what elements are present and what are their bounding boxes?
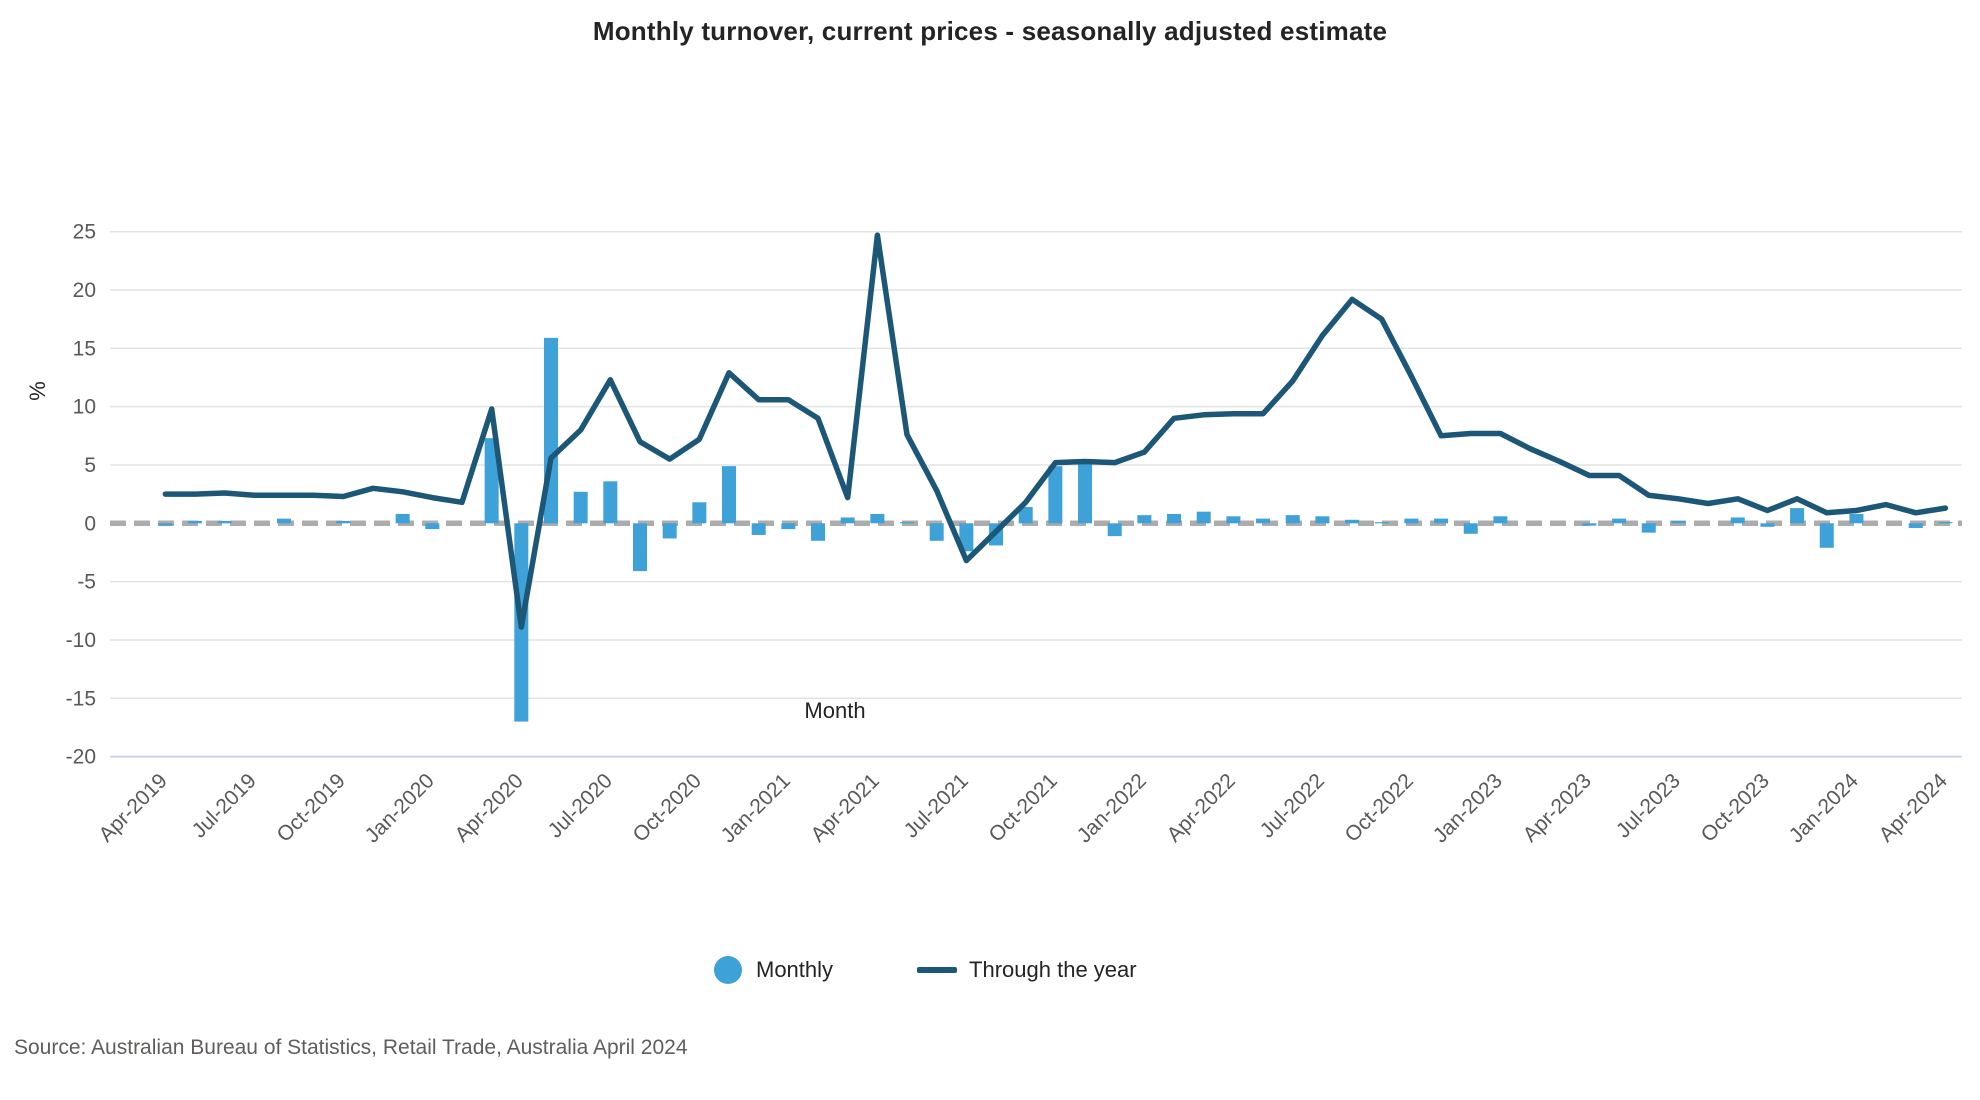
through-the-year-series-swatch-icon	[917, 967, 958, 973]
bar-Jun-2023[interactable]	[1641, 523, 1656, 533]
y-tick-label: -10	[66, 629, 96, 652]
x-tick-label: Oct-2023	[1697, 769, 1774, 846]
bar-May-2023[interactable]	[1612, 518, 1627, 524]
bar-Aug-2022[interactable]	[1345, 519, 1360, 524]
bar-Jan-2023[interactable]	[1493, 516, 1508, 524]
bar-Jun-2021[interactable]	[929, 523, 944, 541]
bar-May-2022[interactable]	[1256, 518, 1271, 524]
bar-Nov-2021[interactable]	[1078, 463, 1093, 524]
x-tick-label: Jul-2023	[1612, 769, 1685, 842]
bar-Feb-2021[interactable]	[811, 523, 826, 541]
x-tick-label: Oct-2019	[272, 769, 349, 846]
legend-item-through-the-year[interactable]: Through the year	[917, 957, 1137, 983]
x-tick-label: Apr-2021	[807, 769, 884, 846]
bar-Oct-2022[interactable]	[1404, 518, 1419, 524]
bar-Apr-2024[interactable]	[1938, 522, 1953, 524]
bar-Jul-2020[interactable]	[603, 481, 618, 524]
bar-Nov-2023[interactable]	[1790, 508, 1805, 524]
bar-Jan-2024[interactable]	[1849, 513, 1864, 524]
x-tick-label: Jul-2021	[900, 769, 973, 842]
gridlines	[110, 230, 1962, 758]
y-tick-label: -20	[66, 746, 96, 769]
x-tick-label: Jan-2021	[717, 769, 795, 847]
through-the-year-line[interactable]	[162, 232, 1949, 630]
bar-Oct-2021[interactable]	[1048, 466, 1063, 524]
x-tick-label: Jul-2019	[188, 769, 261, 842]
x-tick-label: Jan-2020	[361, 769, 439, 847]
bar-Oct-2020[interactable]	[692, 502, 707, 524]
bar-Sep-2020[interactable]	[662, 523, 677, 539]
bar-Aug-2019[interactable]	[276, 518, 291, 524]
x-tick-label: Apr-2023	[1519, 769, 1596, 846]
bar-Dec-2022[interactable]	[1463, 523, 1478, 534]
y-tick-label: 5	[84, 454, 96, 477]
x-tick-label: Jul-2022	[1256, 769, 1329, 842]
bar-Apr-2022[interactable]	[1226, 516, 1241, 524]
bar-Dec-2020[interactable]	[751, 523, 766, 535]
bar-May-2021[interactable]	[900, 522, 915, 524]
bar-Dec-2023[interactable]	[1819, 523, 1834, 548]
bar-Aug-2020[interactable]	[633, 523, 648, 572]
bar-Jan-2021[interactable]	[781, 523, 796, 530]
bar-May-2019[interactable]	[187, 520, 202, 524]
bar-Jun-2019[interactable]	[217, 520, 232, 524]
bar-Sep-2021[interactable]	[1018, 506, 1033, 524]
bar-Mar-2022[interactable]	[1196, 511, 1211, 524]
x-tick-label: Jan-2024	[1785, 769, 1863, 847]
source-note: Source: Australian Bureau of Statistics,…	[14, 1036, 688, 1059]
bar-Oct-2023[interactable]	[1760, 523, 1775, 527]
bar-Jan-2020[interactable]	[425, 523, 440, 530]
bar-Mar-2021[interactable]	[840, 517, 855, 524]
x-tick-label: Apr-2024	[1875, 769, 1953, 847]
bar-Dec-2019[interactable]	[395, 513, 410, 524]
monthly-bars	[158, 337, 1953, 722]
y-axis-title: %	[25, 381, 50, 401]
bar-Sep-2023[interactable]	[1730, 517, 1745, 524]
bar-Feb-2022[interactable]	[1167, 513, 1182, 524]
x-tick-label: Oct-2021	[985, 769, 1062, 846]
legend: Monthly Through the year	[714, 956, 1137, 984]
bar-Jun-2020[interactable]	[573, 491, 588, 524]
y-tick-label: -15	[66, 687, 96, 710]
bar-Apr-2019[interactable]	[158, 523, 173, 526]
bar-Sep-2022[interactable]	[1374, 522, 1389, 524]
bar-Apr-2021[interactable]	[870, 513, 885, 524]
x-tick-label: Oct-2022	[1341, 769, 1418, 846]
legend-label-through-the-year: Through the year	[969, 957, 1137, 982]
y-tick-label: -5	[77, 571, 96, 594]
bar-Apr-2023[interactable]	[1582, 523, 1597, 526]
y-tick-label: 20	[73, 279, 96, 302]
x-tick-label: Apr-2020	[451, 769, 528, 846]
bar-Jul-2023[interactable]	[1671, 520, 1686, 524]
chart-title: Monthly turnover, current prices - seaso…	[592, 16, 1388, 46]
bar-Jul-2021[interactable]	[959, 523, 974, 552]
y-tick-label: 15	[73, 337, 96, 360]
bar-Oct-2019[interactable]	[336, 520, 351, 524]
y-tick-label: 25	[73, 221, 96, 244]
x-tick-label: Oct-2020	[629, 769, 706, 846]
x-tick-label: Jan-2022	[1073, 769, 1151, 847]
bar-Jan-2022[interactable]	[1137, 515, 1152, 524]
x-tick-label: Jul-2020	[544, 769, 617, 842]
legend-item-monthly[interactable]: Monthly	[714, 956, 833, 984]
y-axis-tick-labels: 25 20 15 10 5 0 -5 -10 -15 -20	[66, 221, 96, 769]
x-tick-label: Apr-2022	[1163, 769, 1240, 846]
bar-Dec-2021[interactable]	[1107, 523, 1122, 537]
y-tick-label: 0	[84, 512, 96, 535]
monthly-series-swatch-icon	[714, 956, 742, 984]
bar-Nov-2022[interactable]	[1434, 518, 1449, 524]
bar-Mar-2024[interactable]	[1908, 523, 1923, 528]
x-tick-label: Jan-2023	[1429, 769, 1507, 847]
legend-label-monthly: Monthly	[756, 957, 834, 982]
x-axis-tick-labels: Apr-2019 Jul-2019 Oct-2019 Jan-2020 Apr-2020…	[94, 769, 1952, 847]
x-tick-label: Apr-2019	[94, 769, 171, 846]
x-axis-title: Month	[804, 698, 866, 723]
bar-Mar-2020[interactable]	[484, 438, 499, 524]
bar-Nov-2020[interactable]	[722, 466, 737, 524]
bar-Jul-2022[interactable]	[1315, 516, 1330, 524]
y-tick-label: 10	[73, 396, 96, 419]
bar-Jun-2022[interactable]	[1285, 515, 1300, 524]
